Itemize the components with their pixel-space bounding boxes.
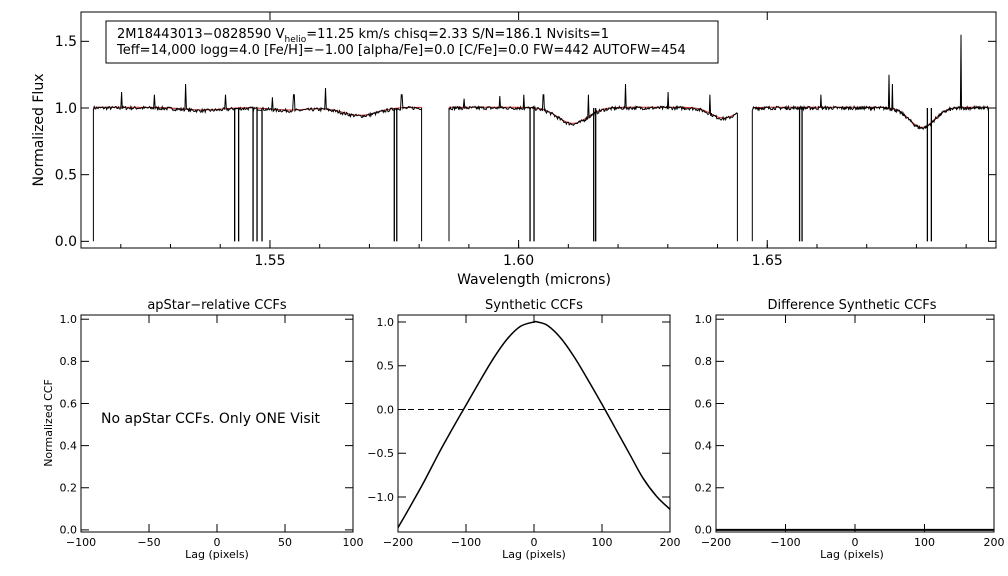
synthetic-ccf-curve bbox=[397, 320, 671, 528]
info-line-1: 2M18443013−0828590 Vhelio=11.25 km/s chi… bbox=[117, 27, 609, 45]
synthetic-ccf-plot-frame bbox=[397, 314, 671, 533]
synthetic-ccf-x-axis-label: Lag (pixels) bbox=[502, 548, 566, 561]
synthetic-ccf-ytick-label: −1.0 bbox=[367, 491, 394, 504]
apstar-ccf-y-axis-label: Normalized CCF bbox=[42, 379, 55, 467]
apstar-ccf-xtick-label: 50 bbox=[278, 536, 292, 549]
synthetic-ccf-ticks: −200 −100 0 100 200 −1.0 −0.5 0.0 0.5 1.0 bbox=[367, 315, 681, 549]
spectrum-xtick-label: 1.55 bbox=[254, 253, 285, 269]
spectrum-xtick-label: 1.60 bbox=[503, 253, 534, 269]
no-ccf-message: No apStar CCFs. Only ONE Visit bbox=[101, 411, 321, 427]
apstar-ccf-ticks: −100 −50 0 50 100 0.0 0.2 0.4 0.6 0.8 1.0 bbox=[60, 313, 364, 549]
apstar-ccf-ytick-label: 0.4 bbox=[60, 439, 78, 452]
difference-ccf-xtick-label: 0 bbox=[852, 536, 859, 549]
synthetic-ccf-ytick-label: 0.5 bbox=[377, 360, 395, 373]
apstar-ccf-xtick-label: −50 bbox=[137, 536, 160, 549]
apstar-ccf-xtick-label: −100 bbox=[66, 536, 96, 549]
difference-ccf-ytick-label: 0.0 bbox=[695, 524, 713, 537]
spectrum-panel: 1.55 1.60 1.65 0.0 0.5 1.0 1.5 2M18443013−0828… bbox=[31, 11, 997, 288]
apstar-ccf-xtick-label: 0 bbox=[214, 536, 221, 549]
difference-ccf-plot-frame bbox=[715, 314, 995, 533]
difference-ccf-x-axis-label: Lag (pixels) bbox=[820, 548, 884, 561]
synthetic-ccf-ytick-label: −0.5 bbox=[367, 447, 394, 460]
difference-ccf-ytick-label: 1.0 bbox=[695, 313, 713, 326]
apstar-ccf-ytick-label: 0.2 bbox=[60, 482, 78, 495]
apstar-ccf-ytick-label: 1.0 bbox=[60, 313, 78, 326]
synthetic-ccf-title: Synthetic CCFs bbox=[485, 298, 583, 313]
difference-ccf-panel: −200 −100 0 100 200 0.0 0.2 0.4 0.6 0.8 1.0 Differ… bbox=[695, 298, 1005, 561]
synthetic-ccf-xtick-label: 0 bbox=[531, 536, 538, 549]
apstar-ccf-x-axis-label: Lag (pixels) bbox=[185, 548, 249, 561]
spectrum-xtick-label: 1.65 bbox=[752, 253, 783, 269]
synthetic-ccf-ytick-label: 1.0 bbox=[377, 316, 395, 329]
info-legend-box bbox=[105, 20, 719, 64]
apstar-ccf-ytick-label: 0.0 bbox=[60, 524, 78, 537]
difference-ccf-xtick-label: −100 bbox=[770, 536, 800, 549]
synthetic-ccf-xtick-label: 100 bbox=[592, 536, 613, 549]
difference-ccf-ticks: −200 −100 0 100 200 0.0 0.2 0.4 0.6 0.8 1.0 bbox=[695, 313, 1005, 549]
spectrum-plot-frame bbox=[80, 11, 997, 249]
apstar-ccf-xtick-label: 100 bbox=[343, 536, 364, 549]
apstar-ccf-title: apStar−relative CCFs bbox=[147, 298, 287, 313]
synthetic-ccf-ytick-label: 0.0 bbox=[377, 403, 395, 416]
difference-ccf-title: Difference Synthetic CCFs bbox=[767, 298, 936, 313]
spectrum-data-group bbox=[92, 34, 989, 248]
synthetic-ccf-panel: −200 −100 0 100 200 −1.0 −0.5 0.0 0.5 1.0 Synthet… bbox=[367, 298, 680, 561]
spectrum-observed-line bbox=[751, 34, 989, 242]
difference-ccf-xtick-label: −200 bbox=[701, 536, 731, 549]
spectrum-y-axis-label: Normalized Flux bbox=[31, 74, 47, 187]
difference-ccf-xtick-label: 100 bbox=[914, 536, 935, 549]
synthetic-ccf-data bbox=[397, 320, 671, 528]
apstar-ccf-panel: −100 −50 0 50 100 0.0 0.2 0.4 0.6 0.8 1.0 apStar−r… bbox=[42, 298, 364, 561]
info-line-2: Teff=14,000 logg=4.0 [Fe/H]=−1.00 [alpha… bbox=[116, 43, 686, 58]
difference-ccf-ytick-label: 0.6 bbox=[695, 397, 713, 410]
difference-ccf-ytick-label: 0.4 bbox=[695, 439, 713, 452]
synthetic-ccf-xtick-label: −200 bbox=[383, 536, 413, 549]
spectrum-ytick-label: 1.5 bbox=[55, 34, 77, 50]
spectrum-ytick-label: 0.5 bbox=[55, 168, 77, 184]
synthetic-ccf-xtick-label: 200 bbox=[660, 536, 681, 549]
spectrum-ytick-label: 1.0 bbox=[55, 101, 77, 117]
difference-ccf-ytick-label: 0.2 bbox=[695, 482, 713, 495]
apstar-ccf-ytick-label: 0.8 bbox=[60, 355, 78, 368]
apstar-ccf-ytick-label: 0.6 bbox=[60, 397, 78, 410]
synthetic-ccf-xtick-label: −100 bbox=[451, 536, 481, 549]
spectrum-ticks: 1.55 1.60 1.65 0.0 0.5 1.0 1.5 bbox=[55, 12, 996, 269]
spectrum-ytick-label: 0.0 bbox=[55, 234, 77, 250]
spectrum-x-axis-label: Wavelength (microns) bbox=[457, 272, 611, 288]
difference-ccf-xtick-label: 200 bbox=[984, 536, 1005, 549]
difference-ccf-ytick-label: 0.8 bbox=[695, 355, 713, 368]
